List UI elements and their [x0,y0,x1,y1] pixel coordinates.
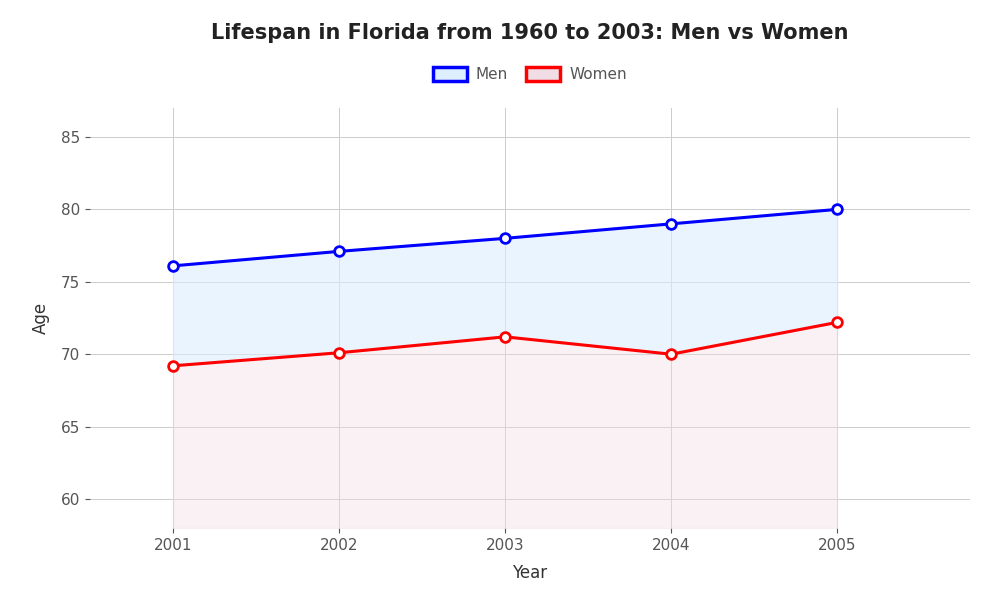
Title: Lifespan in Florida from 1960 to 2003: Men vs Women: Lifespan in Florida from 1960 to 2003: M… [211,23,849,43]
Y-axis label: Age: Age [32,302,50,334]
X-axis label: Year: Year [512,564,548,582]
Legend: Men, Women: Men, Women [427,61,633,88]
